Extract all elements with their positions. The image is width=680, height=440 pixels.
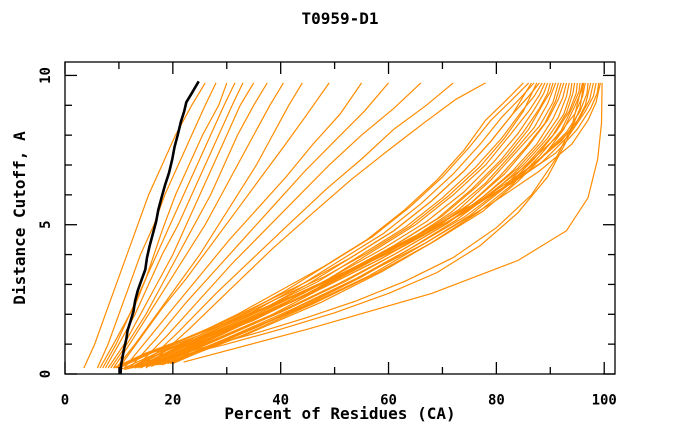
model-curve (96, 82, 217, 369)
reference-curve-group (119, 80, 200, 374)
x-axis-label: Percent of Residues (CA) (224, 404, 455, 423)
x-tick-label: 20 (164, 393, 181, 409)
y-tick-label: 0 (38, 370, 54, 378)
model-curve (145, 82, 486, 369)
axes-group (64, 61, 616, 375)
y-tick-label: 5 (38, 220, 54, 228)
x-tick-label: 100 (592, 393, 617, 409)
chart-title: T0959-D1 (301, 9, 378, 28)
y-tick-label: 10 (38, 67, 54, 84)
model-curve (156, 82, 600, 366)
model-curve (159, 82, 570, 366)
model-curve (110, 82, 268, 369)
model-curve (145, 82, 594, 368)
model-curve (167, 82, 578, 365)
model-curve (115, 82, 538, 369)
model-curve (118, 82, 330, 369)
model-curve (183, 82, 603, 363)
plot-frame (64, 61, 616, 375)
model-curve (124, 82, 585, 371)
model-curve (134, 82, 589, 369)
model-curve (107, 82, 255, 369)
model-curve (118, 82, 584, 371)
model-curve (123, 82, 363, 369)
y-axis-label: Distance Cutoff, A (10, 131, 29, 305)
model-curve (129, 82, 540, 369)
model-curve (113, 82, 284, 369)
model-curve (115, 82, 303, 369)
model-curve (172, 82, 601, 365)
model-curve (140, 82, 454, 369)
x-tick-label: 0 (61, 393, 69, 409)
model-curve (129, 82, 389, 369)
model-curve (172, 82, 584, 363)
model-curve (134, 82, 422, 369)
model-curve (140, 82, 551, 369)
model-curve (113, 82, 524, 369)
model-curve (148, 82, 559, 368)
model-curve (102, 82, 236, 369)
tick-labels-group: 0 20 40 60 80 100 0 5 10 (38, 67, 617, 409)
model-curve (164, 82, 576, 365)
model-curves-group (83, 82, 603, 371)
model-curve (83, 82, 206, 369)
reference-curve (119, 80, 200, 374)
x-tick-label: 60 (380, 393, 397, 409)
x-tick-label: 40 (272, 393, 289, 409)
x-tick-label: 80 (488, 393, 505, 409)
model-curve (99, 82, 228, 369)
model-curve (169, 82, 581, 365)
